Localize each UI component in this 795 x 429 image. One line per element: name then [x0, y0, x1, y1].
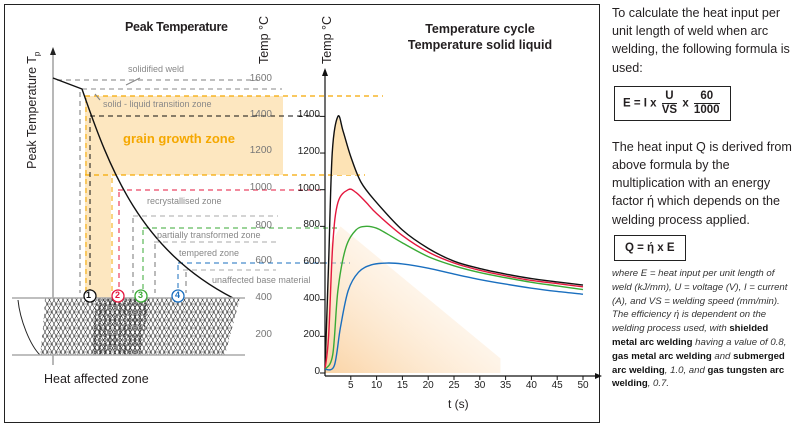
- left-temp-tick: 600: [255, 255, 272, 266]
- left-temp-tick: 200: [255, 329, 272, 340]
- zone-label-unaffected: unaffected base material: [212, 275, 311, 285]
- chart-x-tick-label: 35: [500, 380, 512, 391]
- marker-1: 1: [86, 290, 92, 300]
- chart-y-tick-label: 600: [303, 256, 320, 268]
- temp-axis-label-right: Temp °C: [320, 15, 334, 65]
- numerator-60: 60: [693, 90, 720, 104]
- chart-title-line1: Temperature cycle: [425, 22, 535, 36]
- series-line-2: [324, 188, 584, 370]
- note-part: The efficiency ή is dependent on the wel…: [612, 309, 767, 335]
- note-part: and: [711, 350, 734, 362]
- note-part: , 1.0, and: [664, 364, 708, 376]
- grain-growth-band: [85, 175, 111, 298]
- heat-gradient-fill: [325, 226, 501, 373]
- chart-x-tick-label: 5: [348, 380, 354, 391]
- chart-y-tick-label: 1400: [297, 109, 320, 121]
- note-efficiency: The efficiency ή is dependent on the wel…: [612, 308, 792, 391]
- denominator-vs: VS: [661, 103, 678, 116]
- zone-label-solidified: solidified weld: [128, 64, 185, 74]
- left-temp-tick: 800: [255, 220, 272, 231]
- notes: where E = heat input per unit length of …: [612, 267, 792, 391]
- zone-label-tempered: tempered zone: [179, 248, 240, 258]
- note-definitions: where E = heat input per unit length of …: [612, 268, 788, 307]
- formula-q-box: Q = ή x E: [614, 234, 686, 262]
- chart-title-line2: Temperature solid liquid: [407, 38, 553, 52]
- chart-x-tick-label: 30: [474, 380, 486, 391]
- solid-liquid-arrow: [94, 93, 101, 101]
- series-line-4: [324, 262, 584, 371]
- note-gmaw: gas metal arc welding: [612, 350, 712, 362]
- weld-cross-section: [12, 297, 245, 356]
- para2-text: The heat input Q is derived from above f…: [612, 139, 792, 227]
- formula-e-box: E = I x U VS x 60 1000: [614, 85, 731, 121]
- note-gtaw: gas tungsten arc welding: [612, 364, 785, 390]
- left-temp-tick: 1200: [249, 145, 272, 156]
- heat-affected-zone-caption: Heat affected zone: [44, 372, 149, 386]
- left-temp-tick: 1400: [249, 109, 272, 120]
- chart-y-tick-label: 800: [303, 219, 320, 231]
- zone-label-solid-liquid: solid - liquid transition zone: [103, 99, 212, 109]
- chart-title: Temperature cycle Temperature solid liqu…: [390, 21, 570, 53]
- chart-x-tick-label: 25: [448, 380, 460, 391]
- chart-x-tick-label: 40: [525, 380, 537, 391]
- solid-liquid-fill: [331, 116, 358, 176]
- note-saw: submerged arc welding: [612, 350, 785, 376]
- intro-text: To calculate the heat input per unit len…: [612, 6, 790, 75]
- zone-label-recrystallised: recrystallised zone: [147, 196, 222, 206]
- peak-temp-curve: [52, 77, 234, 299]
- chart-x-tick-label: 15: [396, 380, 408, 391]
- marker-2: 2: [115, 290, 121, 300]
- chart-x-axis-arrow-icon: [595, 373, 602, 379]
- peak-temperature-axis-label: Peak Temperature Tp: [25, 45, 42, 175]
- series-line-3: [324, 225, 584, 370]
- solidified-weld-arrow: [125, 77, 141, 86]
- chart-x-tick-label: 20: [422, 380, 434, 391]
- chart-y-tick-label: 200: [303, 329, 320, 341]
- heat-input-explanation: To calculate the heat input per unit len…: [612, 4, 792, 391]
- chart-x-tick-label: 50: [577, 380, 589, 391]
- marker-circles: [83, 289, 185, 303]
- zone-label-partially-transformed: partially transformed zone: [157, 230, 261, 240]
- temperature-cycle-chart: [320, 68, 602, 380]
- formula-e-lhs: E = I x: [623, 97, 657, 110]
- chart-y-tick-label: 400: [303, 292, 320, 304]
- zone-label-grain-growth: grain growth zone: [123, 131, 235, 146]
- diagram-frame: [4, 4, 600, 423]
- note-part: , 0.7.: [647, 378, 670, 390]
- chart-y-tick-label: 1000: [297, 182, 320, 194]
- chart-x-axis-label: t (s): [448, 397, 469, 411]
- chart-y-axis-arrow-icon: [322, 68, 328, 76]
- formula-e-times: x: [682, 97, 689, 110]
- series-line-1: [324, 114, 584, 370]
- left-temp-tick: 1000: [249, 182, 272, 193]
- axis-label-text: Peak Temperature T: [24, 56, 39, 169]
- note-part: having a value of 0.8,: [692, 337, 787, 349]
- left-temp-tick: 400: [255, 292, 272, 303]
- marker-4: 4: [175, 290, 181, 300]
- grain-growth-zone-fill: [85, 96, 283, 175]
- chart-x-tick-label: 10: [371, 380, 383, 391]
- axis-label-subscript: p: [32, 51, 42, 57]
- temp-axis-label-left: Temp °C: [257, 15, 271, 65]
- chart-x-tick-label: 45: [551, 380, 563, 391]
- denominator-1000: 1000: [693, 103, 720, 116]
- fraction-60-1000: 60 1000: [693, 90, 720, 117]
- chart-y-tick-label: 1200: [297, 146, 320, 158]
- zone-boundary-lines: [57, 79, 383, 293]
- chart-y-tick-label: 0: [314, 366, 320, 377]
- peak-temperature-title: Peak Temperature: [125, 20, 228, 34]
- numerator-u: U: [661, 90, 678, 104]
- marker-3: 3: [138, 290, 144, 300]
- left-temp-tick: 1600: [249, 73, 272, 84]
- note-smaw: shielded metal arc welding: [612, 323, 769, 349]
- peak-temp-axis-arrow-icon: [50, 47, 56, 55]
- fraction-u-vs: U VS: [661, 90, 678, 117]
